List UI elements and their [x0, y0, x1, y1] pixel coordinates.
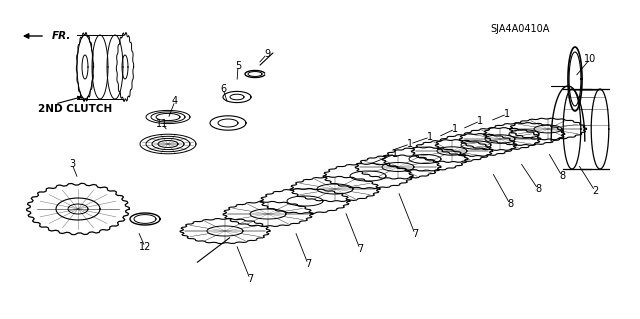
Text: 5: 5: [235, 61, 241, 71]
Text: 9: 9: [264, 49, 270, 59]
Text: 2: 2: [592, 186, 598, 196]
Text: 1: 1: [504, 109, 510, 119]
Text: 1: 1: [452, 124, 458, 134]
Text: 1: 1: [392, 149, 398, 159]
Text: 1: 1: [477, 116, 483, 126]
Text: 2ND CLUTCH: 2ND CLUTCH: [38, 104, 112, 114]
Text: 6: 6: [220, 84, 226, 94]
Text: 8: 8: [559, 171, 565, 181]
Text: 3: 3: [69, 159, 75, 169]
Text: 10: 10: [584, 54, 596, 64]
Text: 1: 1: [407, 139, 413, 149]
Text: 11: 11: [156, 119, 168, 129]
Text: 8: 8: [507, 199, 513, 209]
Text: FR.: FR.: [52, 31, 72, 41]
Text: 12: 12: [139, 242, 151, 252]
Text: 1: 1: [427, 132, 433, 142]
Text: 7: 7: [412, 229, 418, 239]
Text: SJA4A0410A: SJA4A0410A: [490, 24, 549, 34]
Text: 8: 8: [535, 184, 541, 194]
Text: 7: 7: [305, 259, 311, 269]
Text: 4: 4: [172, 96, 178, 106]
Text: 7: 7: [357, 244, 363, 254]
Text: 7: 7: [247, 274, 253, 284]
